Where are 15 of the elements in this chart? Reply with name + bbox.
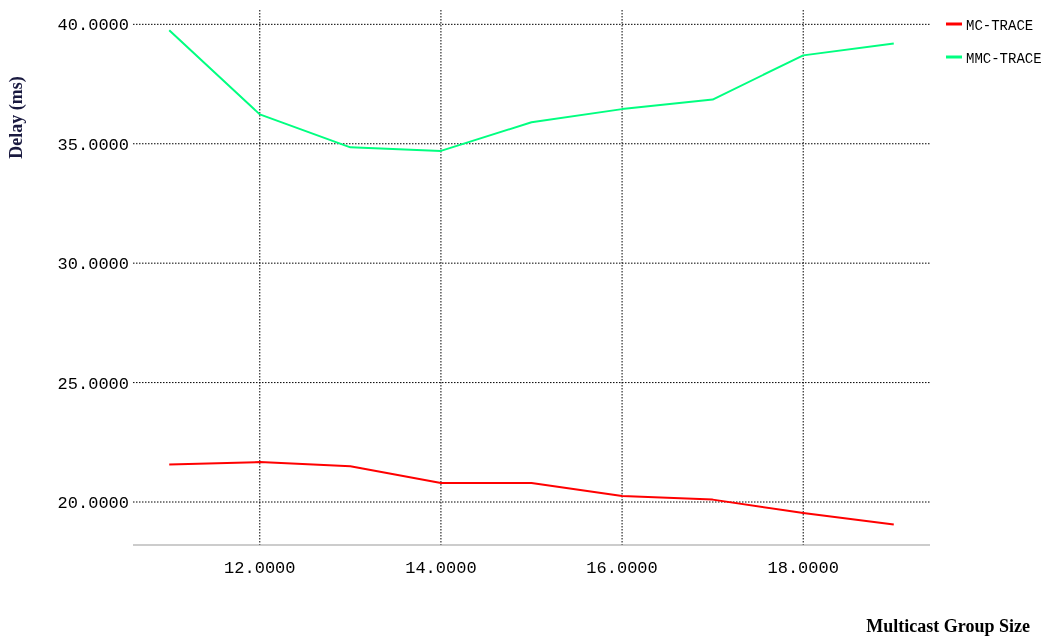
legend-label: MC-TRACE xyxy=(966,18,1034,34)
x-tick-label: 12.0000 xyxy=(224,559,296,578)
y-axis-title: Delay (ms) xyxy=(6,76,27,159)
line-series xyxy=(168,461,895,526)
x-tick-label: 16.0000 xyxy=(586,559,658,578)
y-tick-label: 35.0000 xyxy=(57,135,129,155)
x-tick-label: 18.0000 xyxy=(767,559,839,578)
y-tick-label: 40.0000 xyxy=(57,16,129,36)
x-tick-label: 14.0000 xyxy=(405,559,477,578)
legend-label: MMC-TRACE xyxy=(966,51,1042,67)
x-axis-title: Multicast Group Size xyxy=(866,616,1030,636)
y-tick-label: 30.0000 xyxy=(57,255,129,275)
line-series xyxy=(168,29,895,152)
y-tick-label: 25.0000 xyxy=(57,374,129,394)
y-tick-label: 20.0000 xyxy=(57,493,129,513)
